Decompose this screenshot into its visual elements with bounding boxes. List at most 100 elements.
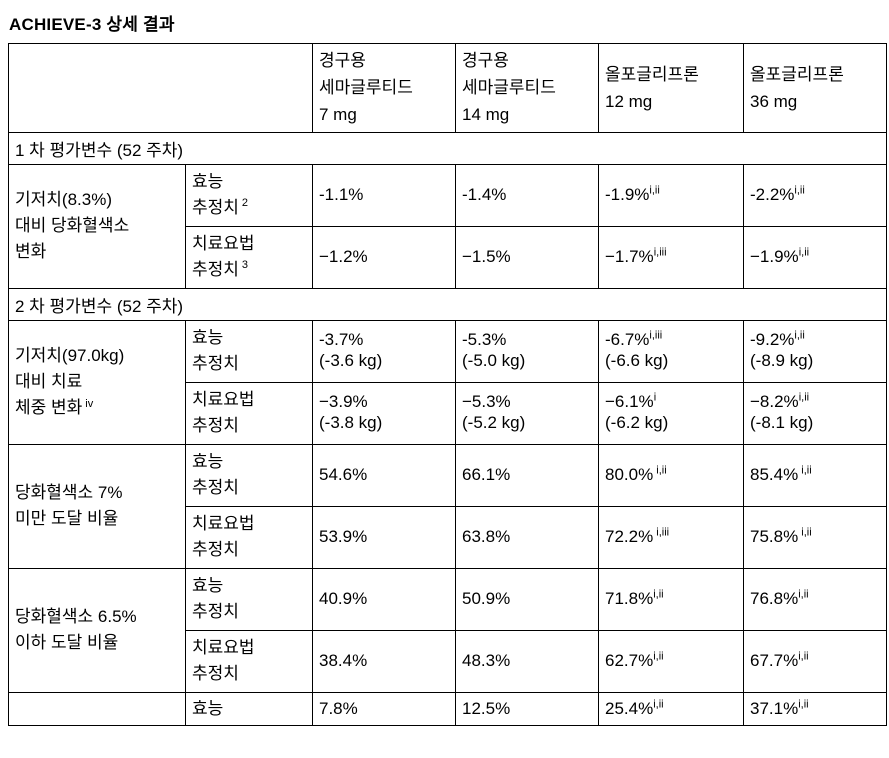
- value-subtext: (-6.2 kg): [605, 412, 669, 432]
- row-label-treatment-regimen-estimand: 치료요법 추정치 3: [185, 225, 313, 289]
- value-subtext: (-3.8 kg): [319, 412, 383, 432]
- table-row: 기저치(8.3%) 대비 당화혈색소 변화 효능 추정치 2 -1.1% -1.4…: [8, 163, 887, 289]
- results-table: 경구용 세마글루티드 7 mg 경구용 세마글루티드 14 mg 올포글리프론 …: [8, 43, 887, 726]
- value-cell: −5.3% (-5.2 kg): [455, 381, 599, 445]
- row-label-text: 효능 추정치: [192, 171, 239, 218]
- value-cell: -5.3% (-5.0 kg): [455, 319, 599, 383]
- footnote-marker: i,iii: [649, 328, 663, 341]
- corner-cell: [8, 43, 313, 133]
- value-cell: 12.5%: [455, 691, 599, 726]
- column-header-oral-semaglutide-14mg: 경구용 세마글루티드 14 mg: [455, 43, 599, 133]
- value-cell: −1.5%: [455, 225, 599, 289]
- footnote-marker: i,ii: [798, 464, 812, 477]
- footnote-marker: i,iii: [653, 526, 670, 539]
- table-row: 효능 7.8% 12.5% 25.4%i,ii 37.1%i,ii: [8, 691, 887, 726]
- column-header-orforglipron-36mg: 올포글리프론 36 mg: [743, 43, 887, 133]
- value-cell: 50.9%: [455, 567, 599, 631]
- footnote-marker: iv: [85, 397, 94, 410]
- value-text: 75.8%: [750, 527, 799, 547]
- value-subtext: (-8.9 kg): [750, 350, 814, 370]
- footnote-marker: i,ii: [653, 588, 664, 601]
- value-text: 7.8%: [319, 698, 358, 718]
- value-text: -3.7%: [319, 329, 364, 349]
- row-label-efficacy-estimand: 효능 추정치: [185, 567, 313, 631]
- footnote-marker: i,ii: [798, 526, 812, 539]
- row-label-treatment-regimen-estimand: 치료요법 추정치: [185, 381, 313, 445]
- section-row-secondary-endpoint: 2 차 평가변수 (52 주차): [8, 287, 887, 321]
- footnote-marker: i,ii: [798, 588, 809, 601]
- value-cell: −6.1%i (-6.2 kg): [598, 381, 744, 445]
- value-cell: 38.4%: [312, 629, 456, 693]
- value-cell: 72.2% i,iii: [598, 505, 744, 569]
- value-cell: −8.2%i,ii (-8.1 kg): [743, 381, 887, 445]
- footnote-marker: 3: [241, 259, 249, 272]
- value-text: -5.3%: [462, 329, 507, 349]
- value-cell: -6.7%i,iii (-6.6 kg): [598, 319, 744, 383]
- value-text: -1.1%: [319, 185, 364, 205]
- value-text: −5.3%: [462, 391, 511, 411]
- value-text: 63.8%: [462, 527, 511, 547]
- value-subtext: (-8.1 kg): [750, 412, 814, 432]
- value-subtext: (-5.2 kg): [462, 412, 526, 432]
- value-cell: 48.3%: [455, 629, 599, 693]
- value-subtext: (-5.0 kg): [462, 350, 526, 370]
- section-header-primary-endpoint: 1 차 평가변수 (52 주차): [8, 131, 887, 165]
- row-label-text: 치료요법 추정치: [192, 637, 255, 684]
- value-cell: 54.6%: [312, 443, 456, 507]
- value-cell: -9.2%i,ii (-8.9 kg): [743, 319, 887, 383]
- value-cell: 85.4% i,ii: [743, 443, 887, 507]
- group-label-text: 기저치(97.0kg) 대비 치료 체중 변화: [15, 345, 125, 418]
- row-label-treatment-regimen-estimand: 치료요법 추정치: [185, 629, 313, 693]
- footnote-marker: i,ii: [653, 698, 664, 711]
- value-text: 50.9%: [462, 589, 511, 609]
- row-label-treatment-regimen-estimand: 치료요법 추정치: [185, 505, 313, 569]
- table-row: 치료요법 추정치 3 −1.2% −1.5% −1.7%i,iii −1.9%i,…: [9, 225, 887, 289]
- section-row-primary-endpoint: 1 차 평가변수 (52 주차): [8, 131, 887, 165]
- group-label-hba1c-below-6-5pct: 당화혈색소 6.5% 이하 도달 비율: [8, 567, 186, 693]
- value-cell: -2.2%i,ii: [743, 163, 887, 227]
- column-header-orforglipron-12mg: 올포글리프론 12 mg: [598, 43, 744, 133]
- value-cell: -1.9%i,ii: [598, 163, 744, 227]
- group-label-weight-change: 기저치(97.0kg) 대비 치료 체중 변화 iv: [8, 319, 186, 445]
- header-row: 경구용 세마글루티드 7 mg 경구용 세마글루티드 14 mg 올포글리프론 …: [8, 43, 887, 133]
- value-text: 62.7%: [605, 651, 654, 671]
- page-title: ACHIEVE-3 상세 결과: [9, 15, 175, 34]
- value-cell: -3.7% (-3.6 kg): [312, 319, 456, 383]
- value-cell: 76.8%i,ii: [743, 567, 887, 631]
- value-text: 85.4%: [750, 465, 799, 485]
- value-cell: 40.9%: [312, 567, 456, 631]
- value-text: 66.1%: [462, 465, 511, 485]
- section-header-secondary-endpoint: 2 차 평가변수 (52 주차): [8, 287, 887, 321]
- group-label-empty: [8, 691, 186, 726]
- footnote-marker: i,ii: [798, 698, 809, 711]
- group-label-text: 당화혈색소 6.5% 이하 도달 비율: [15, 606, 137, 653]
- footnote-marker: i,ii: [794, 184, 805, 197]
- footnote-marker: i,ii: [649, 184, 660, 197]
- table-row: 치료요법 추정치 38.4% 48.3% 62.7%i,ii 67.7%i,ii: [9, 629, 887, 693]
- value-text: −1.5%: [462, 247, 511, 267]
- value-text: -9.2%: [750, 329, 795, 349]
- value-text: 25.4%: [605, 698, 654, 718]
- table-row: 치료요법 추정치 −3.9% (-3.8 kg) −5.3% (-5.2 kg) −…: [9, 381, 887, 445]
- row-label-text: 치료요법 추정치: [192, 233, 255, 280]
- value-text: 72.2%: [605, 527, 654, 547]
- footnote-marker: i,ii: [653, 464, 667, 477]
- group-label-hba1c-change: 기저치(8.3%) 대비 당화혈색소 변화: [8, 163, 186, 289]
- row-label-efficacy-estimand: 효능 추정치 2: [185, 163, 313, 227]
- row-label-text: 치료요법 추정치: [192, 513, 255, 560]
- footnote-marker: i,ii: [653, 650, 664, 663]
- value-cell: -1.4%: [455, 163, 599, 227]
- value-cell: −1.9%i,ii: [743, 225, 887, 289]
- group-label-text: 당화혈색소 7% 미만 도달 비율: [15, 482, 123, 529]
- row-label-efficacy-estimand: 효능 추정치: [185, 319, 313, 383]
- value-cell: 66.1%: [455, 443, 599, 507]
- value-cell: −1.7%i,iii: [598, 225, 744, 289]
- column-header-oral-semaglutide-7mg: 경구용 세마글루티드 7 mg: [312, 43, 456, 133]
- value-text: 54.6%: [319, 465, 368, 485]
- footnote-marker: i: [653, 390, 657, 403]
- table-row: 기저치(97.0kg) 대비 치료 체중 변화 iv 효능 추정치 -3.7% (-…: [8, 319, 887, 445]
- footnote-marker: i,ii: [798, 650, 809, 663]
- value-text: −1.9%: [750, 247, 799, 267]
- row-label-text: 효능: [192, 698, 224, 718]
- group-label-text: 기저치(8.3%) 대비 당화혈색소 변화: [15, 189, 130, 262]
